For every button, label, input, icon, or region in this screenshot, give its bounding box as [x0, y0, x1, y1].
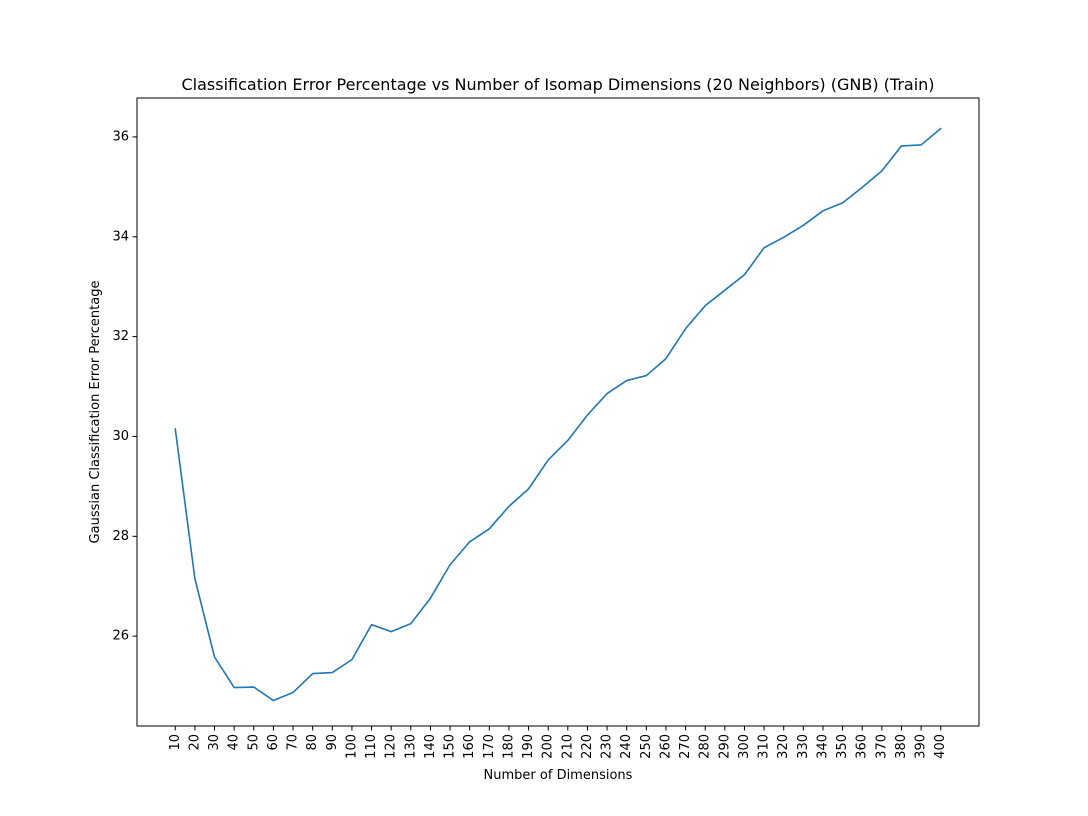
- y-tick-label: 36: [112, 129, 129, 144]
- x-tick-label: 290: [717, 734, 732, 759]
- x-tick-label: 380: [894, 734, 909, 759]
- x-tick-label: 40: [227, 734, 242, 751]
- x-tick-label: 390: [914, 734, 929, 759]
- x-tick-label: 250: [639, 734, 654, 759]
- x-tick-label: 130: [403, 734, 418, 759]
- axes-frame: [136, 97, 980, 727]
- x-tick-label: 260: [658, 734, 673, 759]
- chart-title: Classification Error Percentage vs Numbe…: [181, 75, 934, 94]
- plot-area: 10 20 30 40 50 60 70 80 90 100 110 120 130 140 150 160 1…: [112, 97, 980, 759]
- x-tick-label: 300: [737, 734, 752, 759]
- y-tick-label: 28: [112, 529, 129, 544]
- x-tick-label: 330: [796, 734, 811, 759]
- x-tick-label: 60: [266, 734, 281, 751]
- x-tick-label: 340: [815, 734, 830, 759]
- x-tick-label: 140: [423, 734, 438, 759]
- x-tick-label: 100: [344, 734, 359, 759]
- y-tick-label: 30: [112, 429, 129, 444]
- x-tick-label: 110: [364, 734, 379, 759]
- x-tick-label: 150: [443, 734, 458, 759]
- x-axis-label: Number of Dimensions: [484, 768, 633, 783]
- x-tick-label: 180: [501, 734, 516, 759]
- x-tick-label: 280: [698, 734, 713, 759]
- x-tick-label: 210: [560, 734, 575, 759]
- x-tick-label: 400: [933, 734, 948, 759]
- x-tick-label: 200: [541, 734, 556, 759]
- x-tick-label: 160: [462, 734, 477, 759]
- y-tick-label: 32: [112, 329, 129, 344]
- x-tick-label: 270: [678, 734, 693, 759]
- x-tick-label: 120: [384, 734, 399, 759]
- x-tick-label: 70: [286, 734, 301, 751]
- x-tick-label: 230: [600, 734, 615, 759]
- y-axis-label: Gaussian Classification Error Percentage: [88, 281, 103, 544]
- x-tick-label: 170: [482, 734, 497, 759]
- x-tick-label: 220: [580, 734, 595, 759]
- x-tick-label: 350: [835, 734, 850, 759]
- y-tick-label: 34: [112, 229, 129, 244]
- x-tick-label: 240: [619, 734, 634, 759]
- x-tick-label: 50: [246, 734, 261, 751]
- x-tick-label: 20: [187, 734, 202, 751]
- y-tick-label: 26: [112, 629, 129, 644]
- x-tick-label: 10: [168, 734, 183, 751]
- x-tick-label: 370: [874, 734, 889, 759]
- series-line-0: [174, 127, 942, 702]
- x-tick-label: 360: [855, 734, 870, 759]
- x-tick-label: 310: [757, 734, 772, 759]
- x-tick-label: 80: [305, 734, 320, 751]
- x-tick-label: 320: [776, 734, 791, 759]
- x-tick-label: 30: [207, 734, 222, 751]
- x-tick-label: 190: [521, 734, 536, 759]
- x-tick-label: 90: [325, 734, 340, 751]
